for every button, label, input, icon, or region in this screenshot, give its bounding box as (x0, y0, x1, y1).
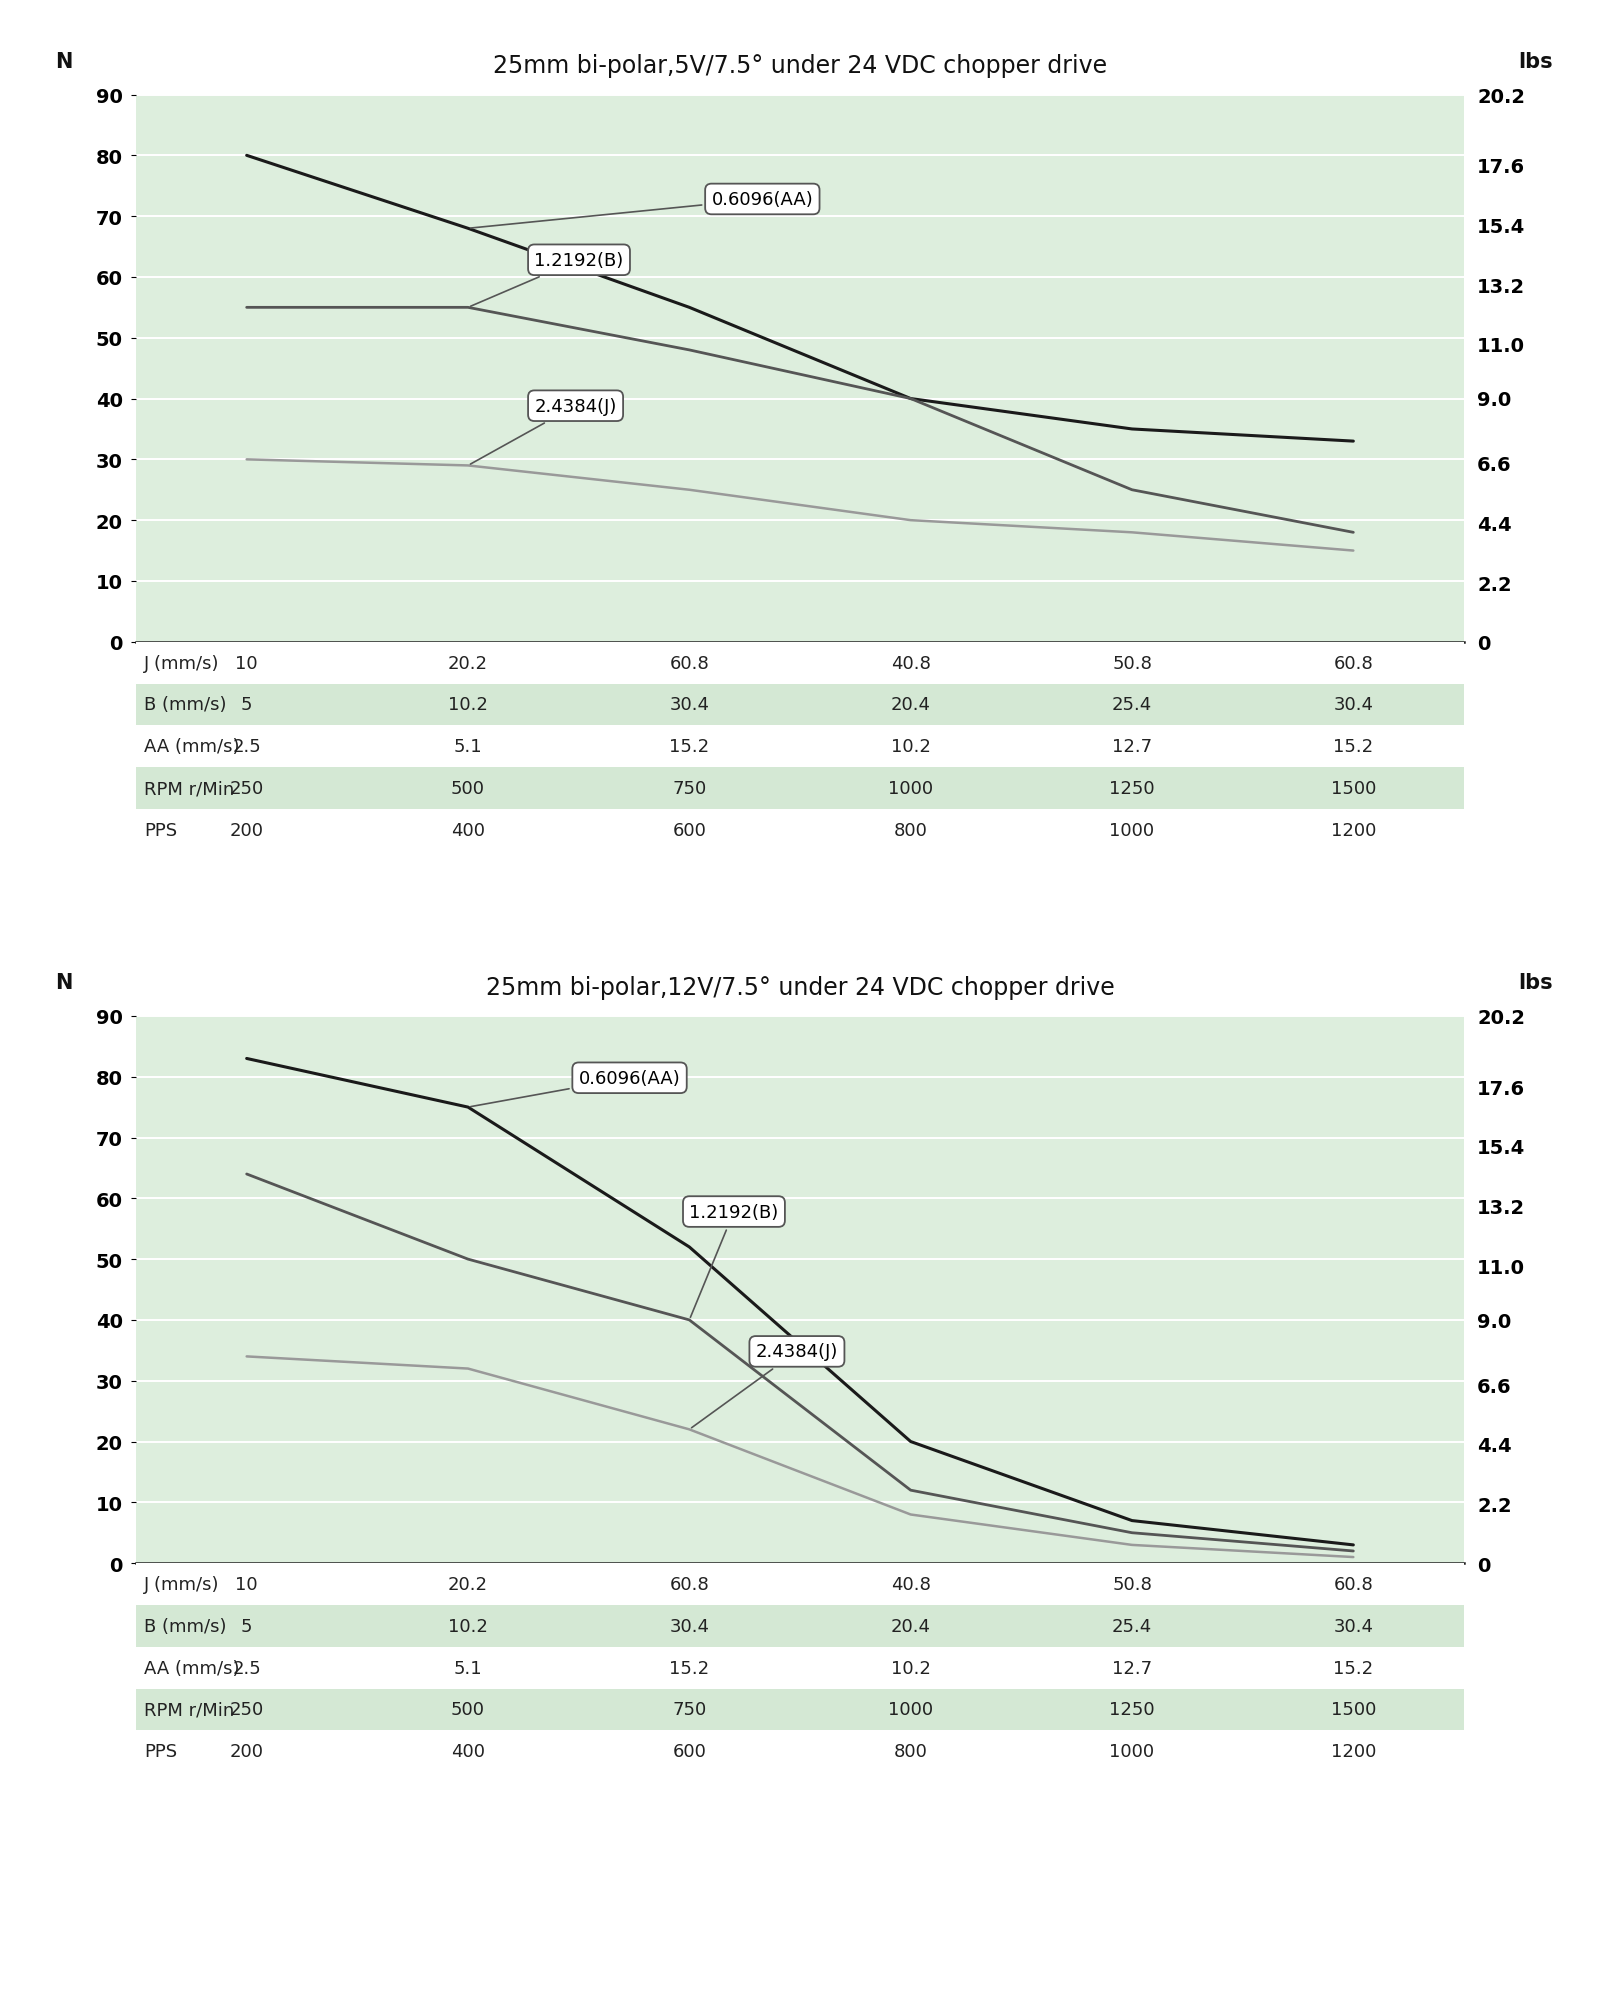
Text: 2.4384(J): 2.4384(J) (691, 1343, 838, 1428)
Text: 10.2: 10.2 (891, 738, 931, 756)
Text: 5.1: 5.1 (454, 1659, 482, 1677)
Text: 600: 600 (672, 1742, 706, 1760)
Title: 25mm bi-polar,12V/7.5° under 24 VDC chopper drive: 25mm bi-polar,12V/7.5° under 24 VDC chop… (486, 975, 1114, 998)
Text: 500: 500 (451, 1701, 485, 1718)
Text: 2.5: 2.5 (232, 1659, 261, 1677)
Text: B (mm/s): B (mm/s) (144, 1617, 227, 1635)
Text: 40.8: 40.8 (891, 1575, 931, 1593)
Text: 10.2: 10.2 (448, 1617, 488, 1635)
Text: AA (mm/s): AA (mm/s) (144, 1659, 240, 1677)
Text: 50.8: 50.8 (1112, 654, 1152, 672)
Text: 1000: 1000 (1109, 1742, 1155, 1760)
Text: 200: 200 (230, 1742, 264, 1760)
Text: lbs: lbs (1518, 973, 1554, 993)
Text: 600: 600 (672, 821, 706, 839)
Text: 10.2: 10.2 (891, 1659, 931, 1677)
Text: 15.2: 15.2 (1333, 1659, 1373, 1677)
Text: 15.2: 15.2 (669, 738, 709, 756)
Text: 60.8: 60.8 (1333, 654, 1373, 672)
Text: 2.5: 2.5 (232, 738, 261, 756)
Text: N: N (56, 973, 72, 993)
Text: 15.2: 15.2 (669, 1659, 709, 1677)
Text: 30.4: 30.4 (669, 1617, 709, 1635)
Text: 20.2: 20.2 (448, 1575, 488, 1593)
Text: PPS: PPS (144, 1742, 178, 1760)
Text: 0.6096(AA): 0.6096(AA) (470, 1070, 680, 1108)
Text: 25.4: 25.4 (1112, 696, 1152, 714)
Text: 50.8: 50.8 (1112, 1575, 1152, 1593)
Text: N: N (56, 52, 72, 72)
Text: 800: 800 (894, 1742, 928, 1760)
Text: AA (mm/s): AA (mm/s) (144, 738, 240, 756)
Text: 400: 400 (451, 1742, 485, 1760)
Text: 5: 5 (242, 696, 253, 714)
Text: 20.2: 20.2 (448, 654, 488, 672)
Text: 12.7: 12.7 (1112, 738, 1152, 756)
Title: 25mm bi-polar,5V/7.5° under 24 VDC chopper drive: 25mm bi-polar,5V/7.5° under 24 VDC chopp… (493, 54, 1107, 78)
Text: 1200: 1200 (1331, 1742, 1376, 1760)
Text: 60.8: 60.8 (669, 654, 709, 672)
Text: 1.2192(B): 1.2192(B) (470, 253, 624, 306)
Text: 20.4: 20.4 (891, 1617, 931, 1635)
Text: 12.7: 12.7 (1112, 1659, 1152, 1677)
Text: 5: 5 (242, 1617, 253, 1635)
Text: 30.4: 30.4 (669, 696, 709, 714)
Text: 15.2: 15.2 (1333, 738, 1373, 756)
Text: 10: 10 (235, 1575, 258, 1593)
Text: 5.1: 5.1 (454, 738, 482, 756)
Text: 30.4: 30.4 (1333, 1617, 1373, 1635)
Text: 1250: 1250 (1109, 1701, 1155, 1718)
Text: 250: 250 (229, 780, 264, 798)
Text: 60.8: 60.8 (1333, 1575, 1373, 1593)
Text: 1200: 1200 (1331, 821, 1376, 839)
Text: J (mm/s): J (mm/s) (144, 1575, 219, 1593)
Text: 30.4: 30.4 (1333, 696, 1373, 714)
Text: 250: 250 (229, 1701, 264, 1718)
Text: 2.4384(J): 2.4384(J) (470, 398, 616, 465)
Text: 200: 200 (230, 821, 264, 839)
Text: 750: 750 (672, 1701, 707, 1718)
Text: 1500: 1500 (1331, 1701, 1376, 1718)
Text: 10.2: 10.2 (448, 696, 488, 714)
Text: 1000: 1000 (1109, 821, 1155, 839)
Text: 800: 800 (894, 821, 928, 839)
Text: 20.4: 20.4 (891, 696, 931, 714)
Text: 10: 10 (235, 654, 258, 672)
Text: 25.4: 25.4 (1112, 1617, 1152, 1635)
Text: 40.8: 40.8 (891, 654, 931, 672)
Text: B (mm/s): B (mm/s) (144, 696, 227, 714)
Text: 1500: 1500 (1331, 780, 1376, 798)
Text: 1000: 1000 (888, 1701, 933, 1718)
Text: 0.6096(AA): 0.6096(AA) (470, 191, 813, 229)
Text: PPS: PPS (144, 821, 178, 839)
Text: 400: 400 (451, 821, 485, 839)
Text: RPM r/Min: RPM r/Min (144, 780, 234, 798)
Text: 500: 500 (451, 780, 485, 798)
Text: 1000: 1000 (888, 780, 933, 798)
Text: RPM r/Min: RPM r/Min (144, 1701, 234, 1718)
Text: 750: 750 (672, 780, 707, 798)
Text: lbs: lbs (1518, 52, 1554, 72)
Text: 1250: 1250 (1109, 780, 1155, 798)
Text: 60.8: 60.8 (669, 1575, 709, 1593)
Text: 1.2192(B): 1.2192(B) (690, 1203, 779, 1317)
Text: J (mm/s): J (mm/s) (144, 654, 219, 672)
